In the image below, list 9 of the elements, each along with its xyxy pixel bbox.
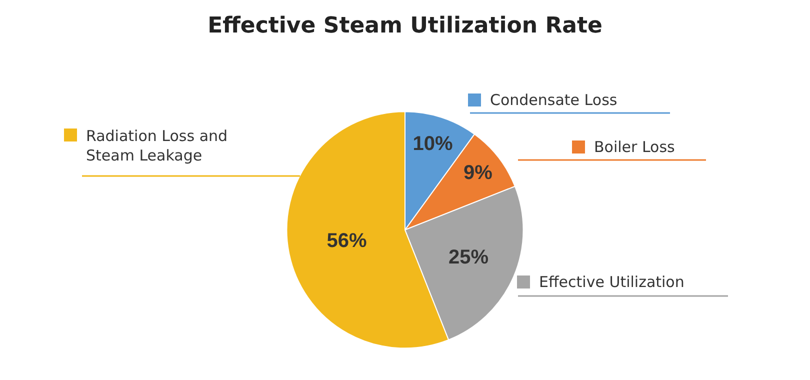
legend-label: Effective Utilization [539,273,684,291]
legend-label: Boiler Loss [594,138,676,156]
legend-label: Radiation Loss and Steam Leakage [86,127,228,164]
data-label: 10% [412,132,454,155]
legend-label: Condensate Loss [490,91,618,109]
data-label: 9% [464,162,493,184]
data-label: 56% [326,230,368,252]
data-label: 25% [448,246,489,268]
chart-title: Effective Steam Utilization Rate [208,14,602,39]
